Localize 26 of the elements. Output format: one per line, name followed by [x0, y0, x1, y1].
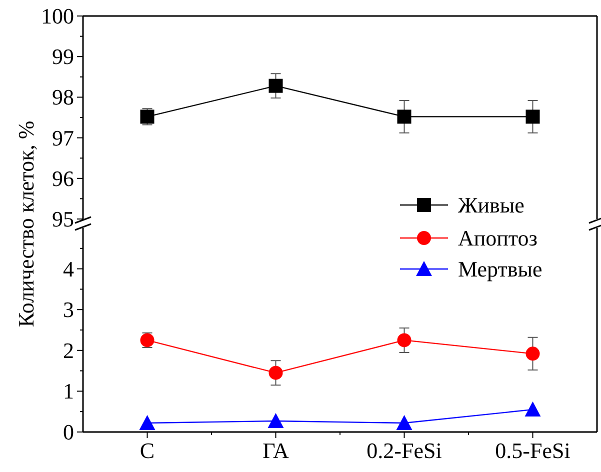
- x-tick-label: C: [140, 438, 155, 463]
- x-tick-label: 0.5-FeSi: [495, 438, 570, 463]
- point: [268, 366, 283, 380]
- y-tick-label: 99: [52, 44, 74, 70]
- y-tick-label: 2: [63, 338, 74, 363]
- y-tick-label: 3: [63, 297, 74, 322]
- y-tick-label: 4: [63, 256, 74, 282]
- point: [268, 412, 284, 428]
- legend-label: Апоптоз: [458, 226, 538, 250]
- y-axis-title: Количество клеток, %: [14, 120, 38, 328]
- point: [396, 415, 412, 430]
- y-tick-label: 96: [52, 166, 74, 191]
- point: [397, 333, 412, 348]
- point: [524, 402, 541, 417]
- point: [139, 415, 156, 430]
- legend-label: Мертвые: [458, 256, 542, 282]
- y-tick-label: 98: [52, 84, 74, 110]
- y-tick-label: 95: [52, 206, 74, 232]
- y-tick-label: 0: [63, 420, 74, 444]
- y-tick-label: 97: [52, 125, 74, 150]
- point: [526, 346, 540, 361]
- x-tick-label: ГА: [262, 438, 289, 463]
- legend-label: Живые: [458, 192, 524, 218]
- y-tick-label: 1: [63, 378, 74, 404]
- x-tick-label: 0.2-FeSi: [366, 438, 442, 463]
- y-tick-label: 100: [41, 4, 74, 28]
